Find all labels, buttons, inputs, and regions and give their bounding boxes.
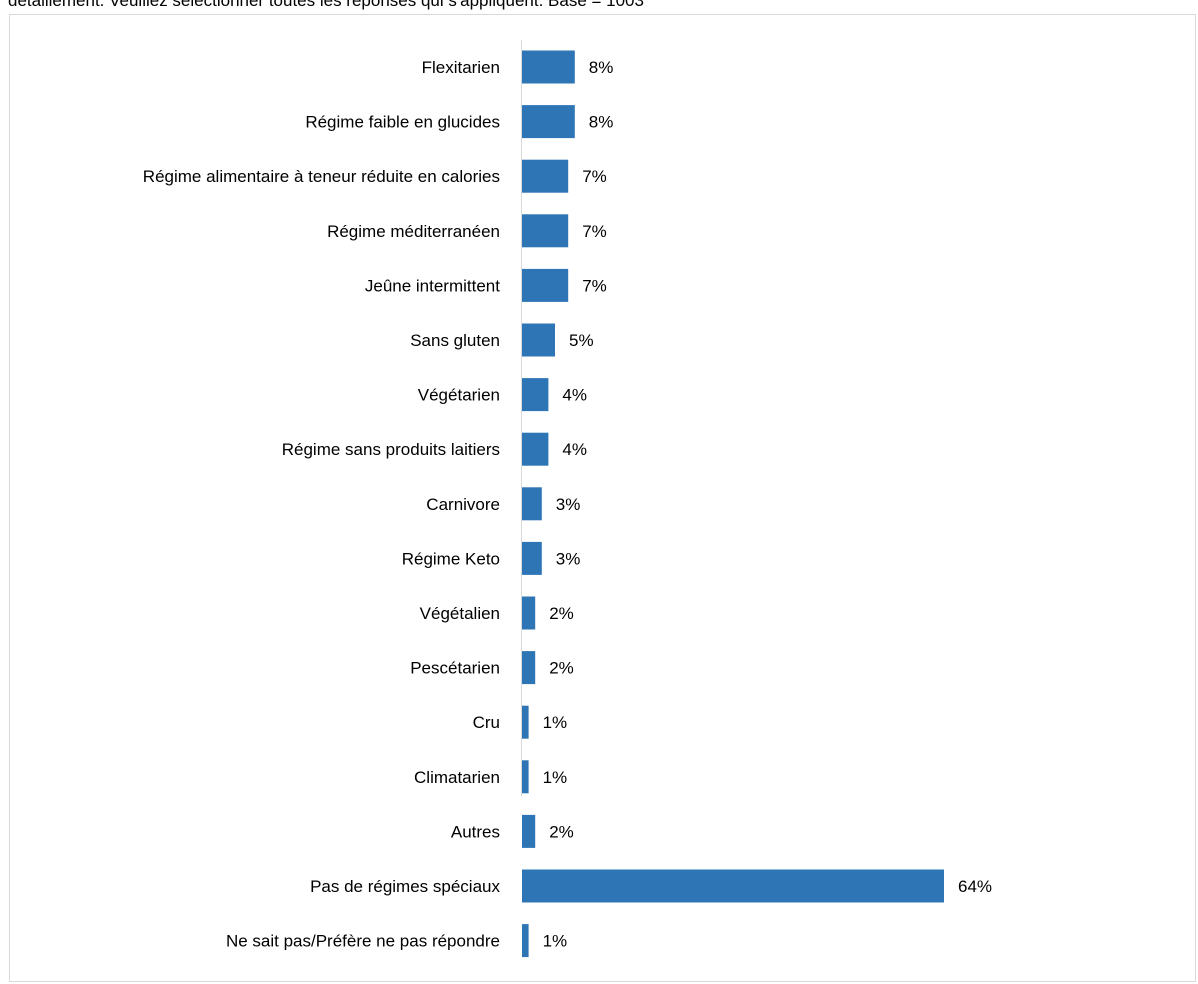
value-label: 3% [556, 495, 581, 514]
chart-header-text: détaillement. Veuillez sélectionner tout… [8, 0, 644, 10]
category-label: Régime Keto [402, 549, 500, 568]
value-label: 64% [958, 877, 992, 896]
value-label: 2% [549, 604, 574, 623]
category-label: Régime sans produits laitiers [282, 440, 500, 459]
value-label: 5% [569, 331, 594, 350]
bar [522, 924, 529, 958]
category-label: Sans gluten [410, 331, 500, 350]
category-label: Végétarien [418, 386, 500, 405]
category-label: Régime méditerranéen [327, 222, 500, 241]
value-label: 1% [543, 932, 568, 951]
category-label: Flexitarien [422, 58, 500, 77]
category-label: Régime alimentaire à teneur réduite en c… [143, 167, 500, 186]
category-label: Autres [451, 822, 500, 841]
value-label: 7% [582, 276, 607, 295]
value-label: 7% [582, 167, 607, 186]
chart-frame [9, 14, 1196, 982]
value-label: 8% [589, 58, 614, 77]
value-label: 1% [543, 768, 568, 787]
value-label: 1% [543, 713, 568, 732]
category-label: Régime faible en glucides [305, 113, 500, 132]
value-label: 7% [582, 222, 607, 241]
category-label: Climatarien [414, 768, 500, 787]
bar [522, 705, 529, 739]
bars-group: Flexitarien 8% Régime faible en glucides 8%… [143, 50, 992, 958]
category-label: Pescétarien [410, 659, 500, 678]
category-label: Végétalien [420, 604, 500, 623]
bar [522, 50, 575, 84]
bar [522, 432, 549, 466]
bar [522, 105, 575, 139]
category-label: Pas de régimes spéciaux [310, 877, 500, 896]
value-label: 4% [562, 440, 587, 459]
value-label: 3% [556, 549, 581, 568]
bar [522, 814, 536, 848]
bar [522, 323, 555, 357]
value-label: 8% [589, 113, 614, 132]
category-label: Jeûne intermittent [365, 276, 500, 295]
value-label: 2% [549, 822, 574, 841]
bar [522, 159, 569, 193]
bar [522, 760, 529, 794]
bar [522, 541, 542, 575]
value-label: 4% [562, 386, 587, 405]
value-label: 2% [549, 659, 574, 678]
bar [522, 596, 536, 630]
bar [522, 214, 569, 248]
category-label: Ne sait pas/Préfère ne pas répondre [226, 932, 500, 951]
category-label: Carnivore [426, 495, 500, 514]
bar [522, 378, 549, 412]
bar [522, 268, 569, 302]
bar [522, 487, 542, 521]
category-label: Cru [473, 713, 500, 732]
bar [522, 651, 536, 685]
bar [522, 869, 944, 903]
